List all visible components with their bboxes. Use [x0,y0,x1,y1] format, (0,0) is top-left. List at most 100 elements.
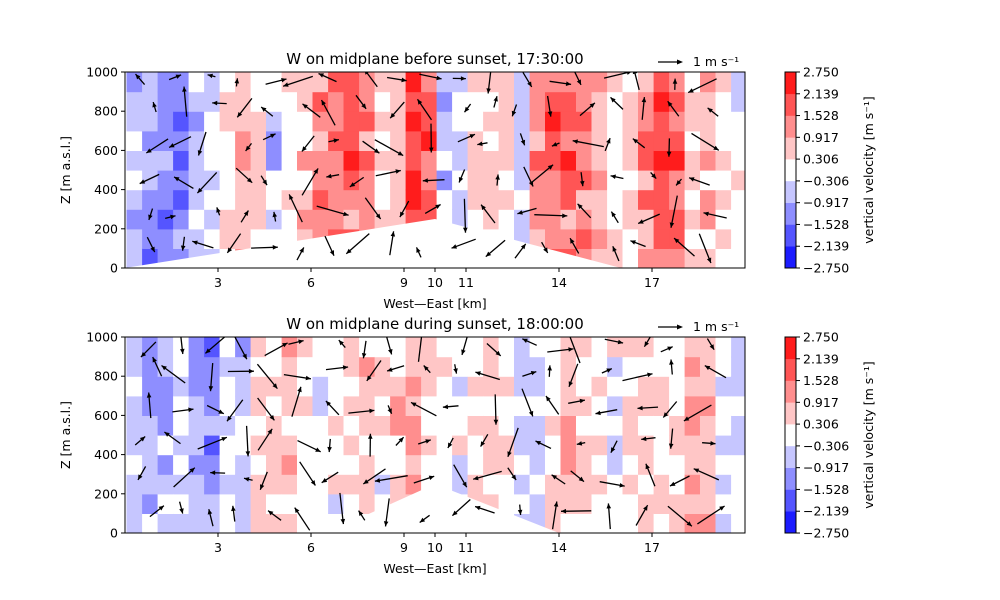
field-cell [467,111,484,132]
field-cell [607,189,624,210]
wind-arrowhead [610,97,616,103]
field-cell [498,72,515,93]
field-cell [281,209,298,230]
field-cell [622,454,639,475]
field-cell [157,228,174,249]
field-cell [297,395,314,416]
field-cell [436,395,453,416]
field-cell [514,150,531,171]
wind-arrow [386,365,405,372]
field-cell [514,337,531,358]
field-cell [576,435,593,456]
field-cell [498,189,515,210]
field-cell [622,337,639,358]
field-cell [297,130,314,151]
field-cell [545,435,562,456]
field-cell [188,111,205,132]
wind-arrow [234,78,240,87]
wind-arrow-shaft [698,233,712,264]
wind-arrowhead [227,247,233,253]
field-cell [452,189,469,210]
wind-arrow [453,364,458,374]
wind-arrow [164,431,181,445]
wind-arrowhead [207,509,213,515]
field-cell [312,189,329,210]
field-cell [514,415,531,436]
field-cell [204,111,221,132]
field-cell [312,395,329,416]
wind-arrow [389,101,405,119]
wind-arrow [395,436,405,446]
wind-arrow [480,204,496,224]
field-cell [281,493,298,514]
field-cell [467,91,484,112]
field-cell [576,415,593,436]
wind-arrowhead [411,402,417,407]
wind-arrow [294,507,311,531]
field-cell [436,356,453,377]
field-cell [421,356,438,377]
wind-arrowhead [164,432,170,437]
field-cell [498,91,515,112]
wind-arrow [326,173,340,179]
field-cell [343,435,360,456]
field-cell [204,493,221,514]
field-cell [607,150,624,171]
field-cell [715,130,732,151]
wind-arrow [534,213,568,219]
wind-arrowhead [464,106,470,113]
colorbar-tick-label: −0.306 [803,173,849,188]
field-cell [560,493,577,514]
field-cell [405,130,422,151]
field-cell [607,248,624,268]
wind-arrow [296,247,305,261]
field-cell [266,513,283,533]
wind-arrow [493,394,499,425]
field-cell [343,376,360,397]
wind-arrow [236,98,253,118]
wind-arrowhead [475,505,481,511]
field-cell [405,337,422,358]
wind-arrowhead [637,405,643,411]
field-cell [638,72,655,93]
field-cell [328,209,345,230]
field-cell [684,474,701,495]
wind-arrowhead [146,392,152,398]
wind-arrowhead [310,480,316,486]
field-cell [374,189,391,210]
field-cell [576,376,593,397]
wind-arrowhead [511,110,517,117]
field-cell [560,454,577,475]
colorbar-tick-label: −2.750 [803,261,849,276]
field-cell [498,150,515,171]
wind-arrowhead [429,147,434,153]
field-cell [731,415,745,436]
wind-arrowhead [710,441,716,446]
field-cell [421,337,438,358]
wind-arrow [576,441,586,446]
field-cell [421,376,438,397]
field-cell [467,72,484,93]
field-cell [126,454,143,475]
wind-arrowhead [562,213,568,219]
field-cell [529,454,546,475]
field-cell [219,356,236,377]
wind-arrowhead [667,346,673,351]
field-cell [622,228,639,249]
wind-arrow-shaft [667,505,693,527]
wind-arrow-shaft [291,386,302,417]
field-cell [235,337,252,358]
field-cell [126,493,143,514]
x-tick-label: 9 [400,540,408,555]
wind-arrow [687,78,717,94]
field-cell [467,415,484,436]
wind-arrow [560,508,592,514]
colorbar-tick-label: 0.917 [803,395,839,410]
field-cell [731,435,745,456]
wind-arrow [206,404,225,415]
wind-arrowhead [270,133,276,139]
field-cell [142,72,159,93]
field-cell [560,170,577,191]
wind-arrow [301,168,319,196]
field-cell [312,337,329,358]
